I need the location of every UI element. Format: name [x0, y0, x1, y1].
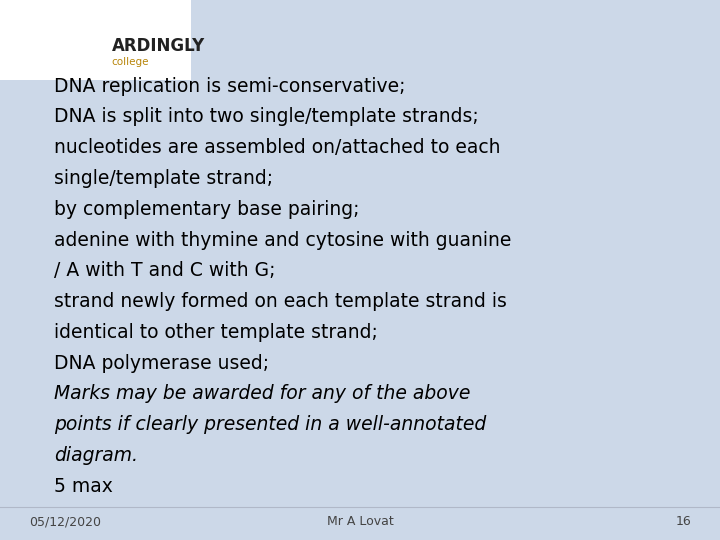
Text: college: college [112, 57, 149, 67]
Text: identical to other template strand;: identical to other template strand; [54, 323, 378, 342]
Text: by complementary base pairing;: by complementary base pairing; [54, 200, 359, 219]
Text: 05/12/2020: 05/12/2020 [29, 515, 101, 528]
Text: adenine with thymine and cytosine with guanine: adenine with thymine and cytosine with g… [54, 231, 511, 249]
Text: 5 max: 5 max [54, 477, 113, 496]
Text: Mr A Lovat: Mr A Lovat [327, 515, 393, 528]
Text: diagram.: diagram. [54, 446, 138, 465]
Text: DNA polymerase used;: DNA polymerase used; [54, 354, 269, 373]
Text: 16: 16 [675, 515, 691, 528]
Text: single/template strand;: single/template strand; [54, 169, 273, 188]
Text: / A with T and C with G;: / A with T and C with G; [54, 261, 276, 280]
Text: DNA is split into two single/template strands;: DNA is split into two single/template st… [54, 107, 479, 126]
Text: ARDINGLY: ARDINGLY [112, 37, 205, 55]
Text: Marks may be awarded for any of the above: Marks may be awarded for any of the abov… [54, 384, 470, 403]
Text: nucleotides are assembled on/attached to each: nucleotides are assembled on/attached to… [54, 138, 500, 157]
Text: DNA replication is semi-conservative;: DNA replication is semi-conservative; [54, 77, 405, 96]
Text: points if clearly presented in a well-annotated: points if clearly presented in a well-an… [54, 415, 486, 434]
Text: strand newly formed on each template strand is: strand newly formed on each template str… [54, 292, 507, 311]
